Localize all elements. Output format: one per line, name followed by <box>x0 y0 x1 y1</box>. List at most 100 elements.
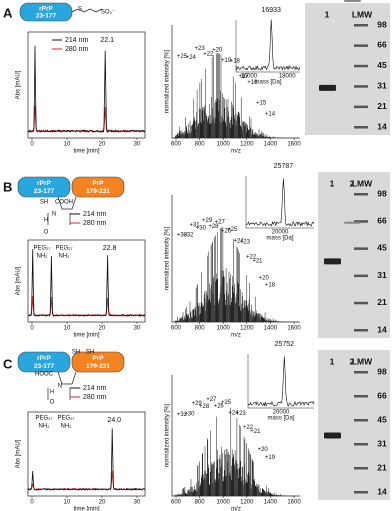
x-tick-label: 1600 <box>287 142 301 148</box>
x-tick-label: 1000 <box>217 500 231 506</box>
charge-label: +18 <box>265 283 276 289</box>
y-axis-label: normalized intensity [%] <box>165 226 171 290</box>
domain-range: 23-177 <box>34 363 55 370</box>
deconvoluted-mass: 16933 <box>261 7 281 14</box>
charge-label: +26 <box>214 404 225 410</box>
charge-label: +14 <box>265 111 276 117</box>
deconvoluted-mass: 25752 <box>275 341 295 348</box>
lane-label: 2 <box>350 178 355 188</box>
ladder-size: 31 <box>377 270 387 280</box>
chem-label: H <box>44 218 48 224</box>
ms-axes <box>171 195 300 323</box>
x-tick-label: 20 <box>99 142 106 148</box>
panel-label: B <box>3 179 12 194</box>
ladder-size: 66 <box>377 215 387 225</box>
ladder-size: 98 <box>377 188 387 198</box>
x-tick-label: 1600 <box>287 326 301 332</box>
chem-label: NH₂ <box>37 254 49 260</box>
x-axis-label: m/z <box>231 507 241 511</box>
y-axis-label: normalized intensity [%] <box>165 403 171 467</box>
ladder-band <box>354 24 368 27</box>
y-axis-label: Abs [mAU] <box>16 439 22 468</box>
trace-280 <box>27 105 146 133</box>
sample-band <box>324 258 341 265</box>
charge-label: +32 <box>177 412 188 418</box>
ladder-band <box>354 491 368 494</box>
charge-label: +31 <box>189 222 200 228</box>
charge-label: +21 <box>252 258 263 264</box>
charge-label: +30 <box>184 412 195 418</box>
ladder-band <box>354 329 368 332</box>
charge-label: +23 <box>236 411 247 417</box>
charge-label: +24 <box>186 55 197 61</box>
x-tick-label: 1400 <box>264 326 278 332</box>
charge-label: +29 <box>202 218 213 224</box>
ladder-band <box>354 274 368 278</box>
x-axis-label: m/z <box>231 149 241 155</box>
ladder-size: 45 <box>377 414 387 424</box>
trace-214 <box>27 428 146 491</box>
y-axis-label: normalized intensity [%] <box>165 49 171 113</box>
chem-label: HOOC <box>35 372 54 378</box>
ladder-label: LMW <box>352 356 373 366</box>
ladder-size: 14 <box>377 324 387 334</box>
charge-label: +30 <box>196 226 207 232</box>
chem-label: O <box>44 230 49 236</box>
ms-spectrum <box>174 53 292 138</box>
ladder-band <box>354 126 368 129</box>
chem-label: N <box>58 384 62 390</box>
ladder-size: 21 <box>377 462 387 472</box>
charge-label: +27 <box>206 397 217 403</box>
y-axis-label: Abs [mAU] <box>16 70 22 99</box>
x-tick-label: 30 <box>134 142 141 148</box>
inset-axes <box>247 354 314 409</box>
gel <box>305 3 390 135</box>
ladder-size: 21 <box>377 297 387 307</box>
legend-label: 280 nm <box>83 394 107 401</box>
x-tick-label: 20 <box>99 500 106 506</box>
ladder-band <box>354 371 368 374</box>
charge-label: +22 <box>243 425 254 431</box>
x-tick-label: 1200 <box>240 500 254 506</box>
x-tick-label: 1400 <box>264 142 278 148</box>
chrom-frame <box>27 239 146 323</box>
ladder-label: LMW <box>352 9 373 19</box>
chem-label: NH₂ <box>39 424 51 430</box>
x-tick-label: 600 <box>171 500 182 506</box>
inset-axes <box>235 20 300 73</box>
ladder-band <box>354 193 368 196</box>
ladder-band <box>354 247 368 250</box>
lane-label: 1 <box>330 356 335 366</box>
charge-label: +28 <box>199 404 210 410</box>
inset-trace <box>247 356 315 407</box>
sample-band <box>344 0 361 2</box>
ms-axes <box>171 375 300 497</box>
ladder-label: LMW <box>352 178 373 188</box>
x-axis-label: m/z <box>231 333 241 339</box>
charge-label: +25 <box>177 54 188 60</box>
sample-band <box>319 84 336 91</box>
chem-label: COOH <box>55 200 73 206</box>
panel-label: C <box>3 356 13 371</box>
x-tick-label: 20 <box>99 326 106 332</box>
chem-label: SH <box>86 350 94 356</box>
peak-label: 24.0 <box>107 417 121 424</box>
chem-label: SH <box>40 200 48 206</box>
ladder-size: 14 <box>377 486 387 496</box>
x-tick-label: 800 <box>195 326 206 332</box>
charge-label: +16 <box>247 80 258 86</box>
charge-label: +33 <box>177 232 188 238</box>
x-tick-label: 0 <box>30 142 34 148</box>
x-tick-label: 10 <box>64 142 71 148</box>
ladder-band <box>354 443 368 446</box>
x-tick-label: 10 <box>64 326 71 332</box>
charge-label: +19 <box>221 58 232 64</box>
legend-label: 214 nm <box>65 37 89 44</box>
chem-label: O <box>50 400 55 406</box>
inset-trace <box>235 19 301 71</box>
inset-axis-label: mass [Da] <box>267 416 294 422</box>
charge-label: +21 <box>250 429 261 435</box>
domain-name: rPrP <box>37 180 51 187</box>
legend-label: 280 nm <box>83 220 107 227</box>
ladder-size: 98 <box>377 19 387 29</box>
